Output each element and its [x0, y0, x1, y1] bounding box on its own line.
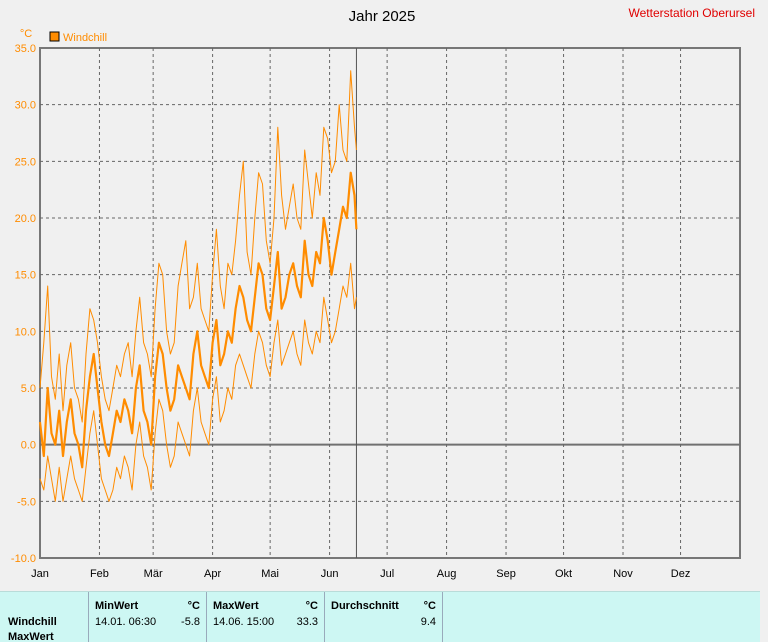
avg-value: 9.4: [420, 616, 436, 628]
x-tick-label: Jul: [380, 568, 394, 580]
max-unit: °C: [305, 600, 318, 612]
x-tick-label: Nov: [613, 568, 633, 580]
x-tick-label: Dez: [671, 568, 691, 580]
y-tick-label: 30.0: [15, 100, 36, 112]
avg-header: Durchschnitt: [331, 600, 399, 612]
min-header: MinWert: [95, 600, 139, 612]
max-header: MaxWert: [213, 600, 259, 612]
x-tick-label: Okt: [555, 568, 572, 580]
x-tick-label: Sep: [496, 568, 516, 580]
x-tick-label: Jun: [321, 568, 339, 580]
x-tick-label: Mär: [144, 568, 163, 580]
y-axis-unit: °C: [20, 28, 32, 40]
series-line-0: [38, 171, 358, 469]
x-tick-label: Mai: [261, 568, 279, 580]
series-line-1: [39, 70, 357, 423]
y-tick-label: 0.0: [21, 440, 36, 452]
stats-row-label: Windchill: [8, 616, 57, 628]
x-tick-label: Jan: [31, 568, 49, 580]
legend-label: Windchill: [63, 32, 107, 44]
chart-svg: Jahr 2025 Wetterstation Oberursel °C -10…: [11, 6, 756, 580]
min-value: -5.8: [181, 616, 200, 628]
series-lines: [38, 70, 358, 502]
y-tick-label: 5.0: [21, 383, 36, 395]
x-tick-label: Aug: [437, 568, 457, 580]
chart-title: Jahr 2025: [349, 8, 416, 25]
y-tick-label: 15.0: [15, 270, 36, 282]
plot-area: [39, 47, 741, 559]
y-tick-labels: -10.0 -5.0 0.0 5.0 10.0 15.0 20.0 25.0 30.0 35.0: [11, 43, 36, 565]
stats-max-column: MaxWert °C 14.06. 15:00 33.3: [206, 592, 324, 642]
y-tick-label: 25.0: [15, 156, 36, 168]
min-date-time: 14.01. 06:30: [95, 616, 157, 628]
stats-row-label-2: MaxWert: [8, 631, 54, 642]
max-date-time: 14.06. 15:00: [213, 616, 275, 628]
series-line-2: [39, 262, 357, 502]
stats-panel: Windchill MaxWert MinWert °C 14.01. 06:3…: [0, 591, 760, 642]
y-tick-label: 10.0: [15, 326, 36, 338]
y-tick-label: -10.0: [11, 553, 36, 565]
stats-min-column: MinWert °C 14.01. 06:30 -5.8: [88, 592, 206, 642]
grid-lines: [40, 48, 740, 558]
station-name: Wetterstation Oberursel: [629, 6, 756, 20]
legend-swatch: [49, 31, 60, 42]
min-unit: °C: [187, 600, 200, 612]
stats-avg-column: Durchschnitt °C 9.4: [324, 592, 442, 642]
y-tick-label: 20.0: [15, 213, 36, 225]
x-tick-labels: Jan Feb Mär Apr Mai Jun Jul Aug Sep Okt Nov Dez: [31, 568, 690, 580]
y-tick-label: -5.0: [17, 496, 36, 508]
stats-empty-column: [442, 592, 443, 642]
x-tick-label: Apr: [204, 568, 221, 580]
max-value: 33.3: [296, 616, 318, 628]
avg-unit: °C: [423, 600, 436, 612]
y-tick-label: 35.0: [15, 43, 36, 55]
x-tick-label: Feb: [90, 568, 109, 580]
